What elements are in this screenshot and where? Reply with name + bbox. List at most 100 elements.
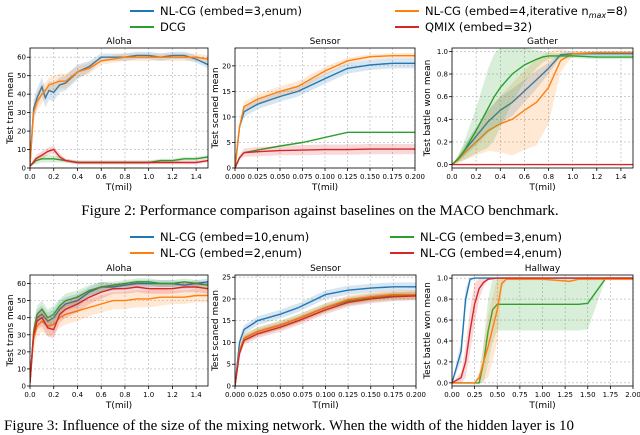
- x-tick-label: 0.4: [495, 173, 507, 181]
- fig3-legend-label: NL-CG (embed=3,enum): [420, 230, 562, 244]
- fig3-legend-label: NL-CG (embed=4,enum): [420, 246, 562, 260]
- x-tick-label: 0.150: [360, 173, 380, 181]
- x-tick-label: 1.4: [191, 173, 203, 181]
- series-line: [235, 295, 416, 386]
- fig2-legend-label: NL-CG (embed=3,enum): [160, 4, 302, 18]
- series-line: [30, 54, 208, 165]
- x-axis-label: T(mil): [105, 401, 132, 411]
- chart-title: Gather: [527, 37, 558, 47]
- y-axis-label: Test scaned mean: [211, 290, 221, 372]
- x-tick-label: 0.200: [406, 391, 426, 399]
- x-tick-label: 1.2: [591, 173, 602, 181]
- x-axis-label: T(mil): [311, 401, 338, 411]
- x-tick-label: 0.25: [467, 391, 483, 399]
- x-tick-label: 1.2: [167, 173, 178, 181]
- series-line: [235, 286, 416, 386]
- series-line: [30, 56, 208, 165]
- chart-panel-1: 0.0 0.2 0.4 0.6 0.8 1.0 1.2 1.4 0 10 20 30 40 50 60 Alo…: [6, 37, 209, 193]
- series-line: [30, 286, 208, 383]
- series-band: [452, 278, 633, 383]
- chart-panel-6: 0.00 0.25 0.50 0.75 1.00 1.25 1.50 1.75 2.00 0.0 0…: [423, 264, 640, 411]
- y-tick-label: 30: [17, 331, 26, 339]
- x-tick-label: 1.0: [143, 173, 154, 181]
- x-tick-label: 0.175: [383, 391, 403, 399]
- y-tick-label: 0.4: [437, 116, 449, 124]
- chart-panel-3: 0.0 0.2 0.4 0.6 0.8 1.0 1.2 1.4 0.0 0.2 0.4 0.6 0.8 1…: [423, 37, 634, 193]
- y-tick-label: 25: [222, 274, 231, 282]
- x-tick-label: 1.0: [143, 391, 154, 399]
- x-tick-label: 1.50: [580, 391, 596, 399]
- y-tick-label: 10: [17, 365, 26, 373]
- y-tick-label: 20: [222, 295, 231, 303]
- y-axis-label: Test trans mean: [6, 294, 16, 367]
- x-tick-label: 0.8: [119, 391, 130, 399]
- x-axis-label: T(mil): [528, 401, 555, 411]
- series-line: [235, 62, 415, 168]
- y-tick-label: 20: [17, 128, 26, 136]
- x-tick-label: 0.8: [119, 173, 130, 181]
- fig2-legend-label: NL-CG (embed=4,iterative nmax=8): [425, 4, 628, 20]
- y-tick-label: 1.0: [437, 275, 448, 283]
- y-tick-label: 0.8: [437, 71, 448, 79]
- series-line: [30, 148, 208, 167]
- y-tick-label: 0.0: [437, 379, 448, 387]
- y-tick-label: 60: [17, 54, 26, 62]
- chart-panel-4: 0.0 0.2 0.4 0.6 0.8 1.0 1.2 1.4 0 10 20 30 40 50 60 Alo…: [6, 264, 209, 411]
- plot-area: [235, 282, 416, 386]
- axes-frame: [29, 47, 209, 169]
- series-line: [235, 148, 415, 168]
- y-tick-label: 30: [17, 109, 26, 117]
- fig2-legend-label: QMIX (embed=32): [425, 20, 532, 34]
- series-line: [452, 53, 633, 166]
- x-axis-label: T(mil): [528, 183, 555, 193]
- x-tick-label: 1.00: [535, 391, 551, 399]
- y-tick-label: 0.2: [437, 358, 448, 366]
- series-band: [235, 58, 415, 168]
- chart-title: Sensor: [310, 264, 341, 274]
- series-line: [452, 55, 633, 166]
- series-line: [30, 294, 208, 383]
- series-line: [452, 51, 633, 166]
- chart-panel-2: 0.000 0.025 0.050 0.075 0.100 0.125 0.150 0.175…: [211, 37, 425, 193]
- x-tick-label: 0.150: [361, 391, 381, 399]
- y-tick-label: 15: [222, 317, 231, 325]
- x-tick-label: 0.200: [405, 173, 425, 181]
- y-tick-label: 0.6: [437, 317, 449, 325]
- figure3-caption: Figure 3: Influence of the size of the m…: [4, 418, 574, 434]
- x-tick-label: 0.000: [225, 391, 245, 399]
- y-tick-label: 40: [17, 314, 26, 322]
- y-tick-label: 0.2: [437, 138, 448, 146]
- fig3-legend-label: NL-CG (embed=10,enum): [160, 230, 309, 244]
- x-tick-label: 1.75: [603, 391, 619, 399]
- chart-panel-5: 0.000 0.025 0.050 0.075 0.100 0.125 0.150 0.175…: [211, 264, 426, 411]
- y-tick-label: 10: [222, 339, 231, 347]
- y-tick-label: 0.4: [437, 337, 449, 345]
- axes-frame: [29, 274, 209, 387]
- y-tick-label: 5: [227, 361, 231, 369]
- x-tick-label: 1.4: [615, 173, 627, 181]
- y-tick-label: 20: [222, 62, 231, 70]
- x-tick-label: 0.050: [270, 173, 290, 181]
- series-band: [30, 51, 208, 165]
- x-axis-label: T(mil): [105, 183, 132, 193]
- y-tick-label: 10: [17, 146, 26, 154]
- y-tick-label: 0.0: [437, 161, 448, 169]
- series-line: [452, 277, 633, 384]
- y-tick-label: 0: [22, 383, 26, 391]
- chart-title: Aloha: [106, 264, 131, 274]
- y-tick-label: 20: [17, 348, 26, 356]
- x-tick-label: 0.025: [248, 391, 268, 399]
- x-tick-label: 0.8: [543, 173, 554, 181]
- x-tick-label: 1.2: [167, 391, 178, 399]
- y-tick-label: 0: [227, 383, 231, 391]
- x-tick-label: 0.4: [72, 173, 84, 181]
- x-tick-label: 0.6: [519, 173, 531, 181]
- plot-area: [452, 277, 633, 384]
- y-axis-label: Test battle won mean: [423, 282, 433, 380]
- y-tick-label: 0.8: [437, 296, 448, 304]
- x-tick-label: 0.050: [270, 391, 290, 399]
- y-tick-label: 50: [17, 72, 26, 80]
- y-tick-label: 50: [17, 297, 26, 305]
- series-band: [30, 278, 208, 383]
- y-tick-label: 0: [227, 165, 231, 173]
